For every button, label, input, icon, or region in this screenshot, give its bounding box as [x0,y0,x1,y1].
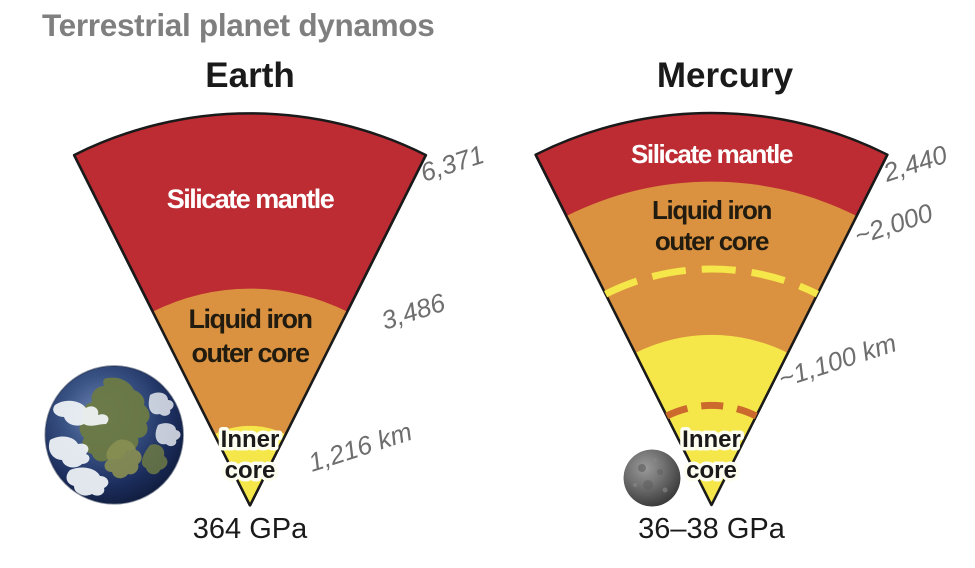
svg-text:Silicate mantle: Silicate mantle [631,139,793,169]
svg-text:Inner: Inner [682,426,741,453]
svg-text:2,440: 2,440 [879,139,952,188]
svg-text:core: core [686,457,737,484]
svg-text:Silicate mantle: Silicate mantle [167,184,335,214]
svg-text:3,486: 3,486 [378,287,450,336]
svg-text:Liquid iron: Liquid iron [189,304,312,334]
svg-text:Inner: Inner [221,426,280,453]
svg-text:6,371: 6,371 [417,139,488,188]
svg-text:1,216 km: 1,216 km [305,416,416,478]
svg-text:outer core: outer core [191,338,310,368]
svg-text:outer core: outer core [655,226,769,256]
svg-text:Liquid iron: Liquid iron [652,195,771,225]
svg-text:core: core [225,457,276,484]
svg-text:~2,000: ~2,000 [851,197,937,250]
